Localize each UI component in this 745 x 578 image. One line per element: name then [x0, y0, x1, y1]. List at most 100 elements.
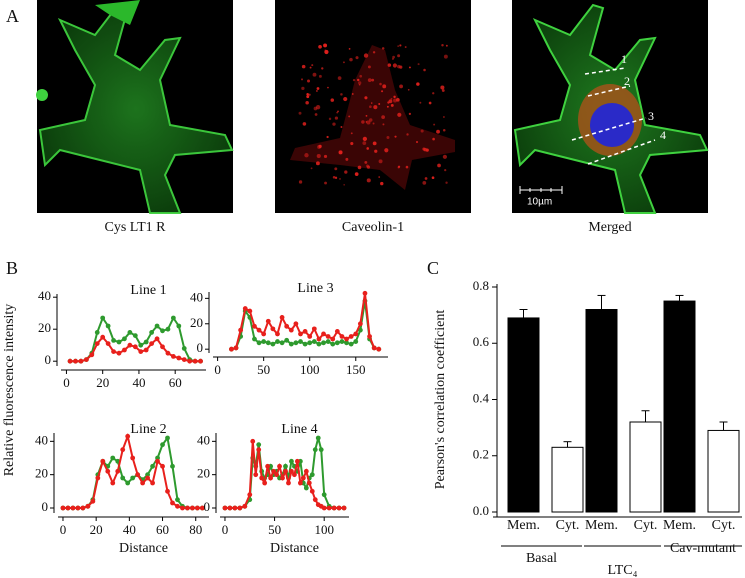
fluorescence-speck — [354, 172, 359, 176]
fluorescence-speck — [386, 105, 389, 108]
x-tick-label: Cyt. — [712, 518, 736, 533]
fluorescence-speck — [433, 123, 436, 126]
data-line — [62, 435, 203, 509]
data-point — [315, 435, 321, 441]
data-point — [65, 505, 71, 511]
data-point — [90, 498, 96, 504]
fluorescence-speck — [381, 47, 385, 50]
data-point — [303, 485, 309, 491]
data-point — [344, 340, 349, 346]
data-point — [330, 341, 336, 347]
chart-title: Line 4 — [281, 422, 317, 437]
line-label: 3 — [648, 109, 654, 123]
fluorescence-speck — [437, 163, 441, 168]
data-point — [353, 331, 359, 337]
y-tick-label: 0.8 — [473, 278, 489, 293]
data-point — [100, 315, 106, 321]
data-point — [376, 346, 382, 352]
fluorescence-speck — [442, 129, 446, 132]
fluorescence-speck — [332, 175, 336, 179]
data-point — [132, 333, 138, 338]
data-point — [265, 463, 271, 469]
data-point — [311, 326, 317, 332]
fluorescence-speck — [371, 78, 375, 82]
data-point — [293, 340, 299, 346]
data-point — [325, 334, 331, 339]
micrograph — [36, 0, 234, 214]
data-point — [298, 331, 303, 337]
fluorescence-speck — [378, 103, 381, 105]
fluorescence-speck — [318, 144, 322, 148]
data-point — [176, 355, 182, 361]
data-line — [62, 432, 203, 509]
data-point — [362, 290, 368, 296]
data-point — [302, 328, 308, 334]
data-point — [170, 500, 175, 506]
fluorescence-speck — [399, 84, 404, 89]
fluorescence-speck — [324, 49, 327, 52]
data-point — [110, 455, 116, 461]
x-tick-label: Mem. — [507, 518, 540, 533]
fluorescence-speck — [381, 115, 385, 120]
fluorescence-speck — [305, 100, 309, 105]
data-point — [233, 345, 239, 351]
bar — [707, 429, 740, 513]
data-point — [237, 505, 243, 511]
data-point — [149, 330, 155, 335]
y-tick-label: 20 — [190, 315, 203, 330]
data-point — [265, 318, 271, 324]
fluorescence-speck — [314, 113, 318, 116]
fluorescence-speck — [378, 159, 383, 164]
fluorescence-speck — [348, 47, 351, 50]
fluorescence-speck — [368, 118, 373, 122]
image-caption: Caveolin-1 — [342, 220, 404, 235]
data-point — [259, 475, 265, 481]
data-point — [67, 358, 73, 364]
data-point — [160, 442, 165, 448]
fluorescence-speck — [405, 165, 409, 169]
fluorescence-speck — [372, 122, 375, 125]
data-point — [265, 340, 271, 346]
bar — [585, 309, 618, 513]
fluorescence-speck — [298, 180, 303, 184]
fluorescence-speck — [440, 85, 445, 90]
data-point — [122, 336, 127, 342]
fluorescence-speck — [315, 89, 318, 92]
chart-title: Line 2 — [130, 422, 166, 437]
data-point — [165, 488, 170, 494]
fluorescence-speck — [387, 63, 392, 67]
fluorescence-speck — [334, 176, 338, 179]
data-point — [154, 323, 160, 329]
data-point — [127, 342, 133, 348]
data-point — [353, 339, 359, 344]
fluorescence-speck — [298, 111, 302, 115]
fluorescence-speck — [408, 112, 411, 116]
fluorescence-speck — [441, 44, 444, 47]
data-point — [252, 336, 257, 342]
data-point — [339, 339, 345, 344]
data-point — [227, 505, 233, 511]
data-point — [250, 438, 256, 444]
panel-label: C — [427, 258, 439, 278]
data-point — [160, 328, 165, 334]
data-point — [125, 433, 131, 439]
fluorescence-speck — [301, 78, 303, 81]
x-tick-label: 150 — [346, 362, 366, 377]
fluorescence-speck — [363, 53, 369, 58]
y-tick-label: 40 — [35, 432, 48, 447]
data-point — [154, 336, 160, 342]
data-point — [302, 341, 308, 347]
data-point — [105, 468, 111, 474]
fluorescence-speck — [378, 176, 381, 178]
x-tick-label: 0 — [222, 522, 229, 537]
fluorescence-speck — [310, 167, 313, 170]
y-tick-label: 40 — [190, 289, 203, 304]
data-point — [247, 308, 253, 314]
fluorescence-speck — [362, 136, 368, 142]
data-point — [155, 458, 160, 464]
data-point — [150, 463, 155, 469]
fluorescence-speck — [366, 147, 369, 150]
fluorescence-speck — [306, 92, 309, 96]
data-point — [116, 339, 122, 345]
data-point — [187, 358, 193, 364]
